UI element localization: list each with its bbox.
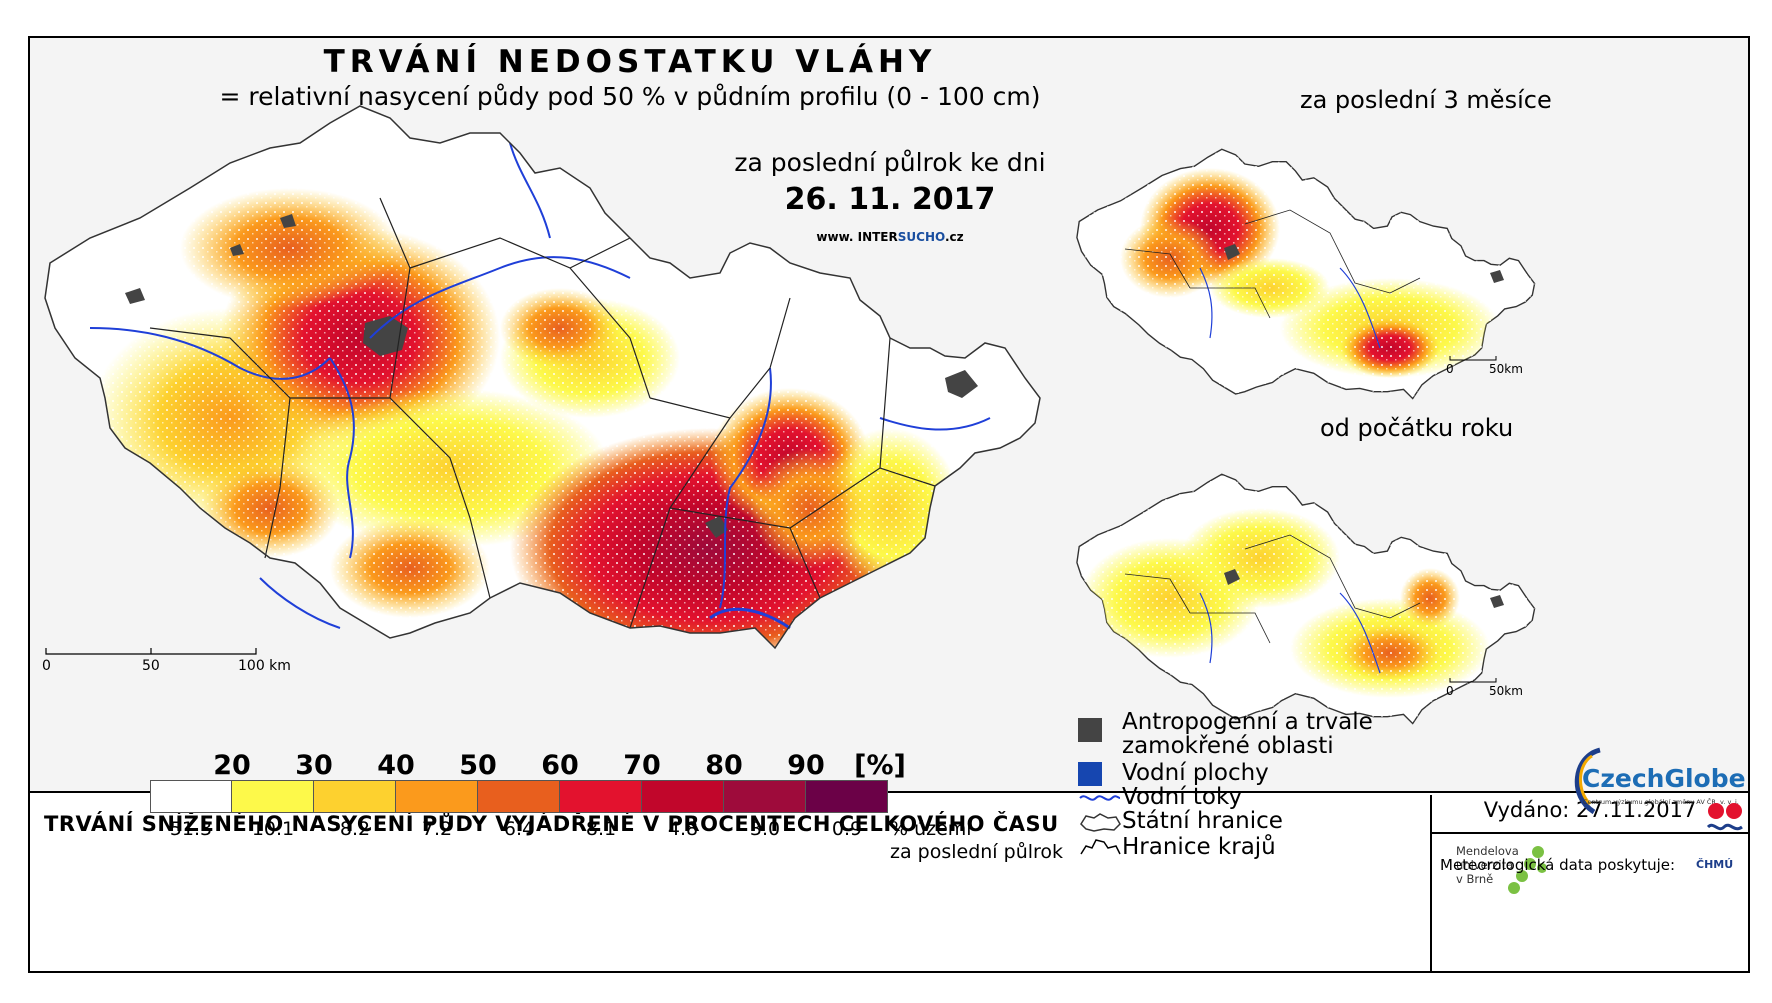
legend-swatch-5 — [560, 780, 642, 813]
region-border-icon — [1080, 839, 1121, 855]
inset1-scale-50: 50km — [1489, 362, 1523, 376]
legend-anthropogenic: Antropogenní a trvale zamokřené oblasti — [1078, 709, 1373, 759]
legend-unit-note-line2: za poslední půlrok — [890, 841, 1064, 863]
legend-rivers-label: Vodní toky — [1122, 784, 1243, 810]
inset2-scale-0: 0 — [1446, 684, 1454, 698]
legend-unit-note: % území za poslední půlrok — [890, 818, 1063, 864]
legend-swatch-3 — [396, 780, 478, 813]
chmu-text: ČHMÚ — [1696, 858, 1734, 871]
legend-swatch-4 — [478, 780, 560, 813]
main-scale-50: 50 — [142, 658, 160, 674]
legend-swatch-8 — [806, 780, 888, 813]
river-line-icon — [1079, 795, 1121, 801]
legend-anthropogenic-line1: Antropogenní a trvale — [1122, 709, 1373, 735]
map-frame: 0 50 100 km — [28, 36, 1750, 973]
legend-water-bodies-label: Vodní plochy — [1122, 760, 1269, 786]
legend-swatch-6 — [642, 780, 724, 813]
map-subtitle: = relativní nasycení půdy pod 50 % v půd… — [219, 82, 1041, 111]
legend-tick-50: 50 — [459, 750, 497, 781]
credits-divider-vertical — [1430, 795, 1432, 973]
credits-divider-horizontal — [1430, 832, 1748, 834]
legend-share-7: 3.0 — [749, 818, 781, 840]
legend-rivers: Vodní toky — [1079, 784, 1243, 810]
legend-tick-20: 20 — [213, 750, 251, 781]
legend-title: TRVÁNÍ SNÍŽENÉHO NASYCENÍ PŮDY VYJÁDŘENÉ… — [44, 812, 1059, 836]
mendel-university-logo: Mendelova univerzita v Brně — [1456, 844, 1546, 894]
legend-state-border-label: Státní hranice — [1122, 808, 1283, 834]
legend-swatch-2 — [314, 780, 396, 813]
water-bodies-swatch — [1078, 762, 1102, 786]
inset-map-year: 0 50km — [1076, 473, 1536, 725]
inset2-scale-50: 50km — [1489, 684, 1523, 698]
legend-water-bodies: Vodní plochy — [1078, 760, 1269, 786]
mendel-line2: univerzita — [1456, 858, 1514, 872]
website-suffix: .cz — [944, 230, 964, 244]
anthropogenic-swatch — [1078, 718, 1102, 742]
period-label: za poslední půlrok ke dni — [734, 148, 1046, 177]
inset1-scale-0: 0 — [1446, 362, 1454, 376]
legend-tick-70: 70 — [623, 750, 661, 781]
legend-share-5: 8.1 — [585, 818, 617, 840]
czechglobe-arc-icon — [1574, 747, 1601, 815]
legend-tick-90: 90 — [787, 750, 825, 781]
inset-map-3-months: 0 50km — [1076, 148, 1536, 400]
legend-swatch-7 — [724, 780, 806, 813]
state-border-icon — [1080, 813, 1121, 832]
website-label: www. INTERSUCHO.cz — [690, 230, 1090, 244]
legend-share-0: 51.3 — [169, 818, 213, 840]
legend-share-4: 6.4 — [503, 818, 535, 840]
meteo-data-credit: Meteorologická data poskytuje: — [1440, 856, 1676, 874]
main-scale-bar: 0 50 100 km — [42, 648, 291, 674]
legend-share-3: 7.2 — [421, 818, 453, 840]
legend-anthropogenic-line2: zamokřené oblasti — [1122, 733, 1334, 759]
main-scale-0: 0 — [42, 658, 51, 674]
legend-tick-unit: [%] — [854, 750, 906, 781]
legend-shares: 51.3 10.1 8.2 7.2 6.4 8.1 4.8 3.0 0.9 — [150, 818, 888, 840]
main-scale-100: 100 km — [238, 658, 291, 674]
website-prefix: www. INTER — [816, 230, 898, 244]
legend-share-2: 8.2 — [339, 818, 371, 840]
chmu-logo-icon — [1706, 803, 1743, 831]
legend-region-border-label: Hranice krajů — [1122, 834, 1276, 860]
map-title: TRVÁNÍ NEDOSTATKU VLÁHY — [323, 44, 937, 80]
website-highlight: SUCHO — [897, 230, 945, 244]
mendel-line1: Mendelova — [1456, 844, 1519, 858]
maps-svg: 0 50 100 km — [42, 105, 1536, 725]
legend-tick-60: 60 — [541, 750, 579, 781]
mendel-line3: v Brně — [1456, 872, 1494, 886]
inset-3-months-label: za poslední 3 měsíce — [1300, 86, 1552, 114]
legend-state-border: Státní hranice — [1080, 808, 1283, 834]
legend-share-6: 4.8 — [667, 818, 699, 840]
map-area: 0 50 100 km — [30, 38, 1748, 793]
date-label: 26. 11. 2017 — [784, 182, 996, 217]
legend-color-bar — [150, 780, 888, 813]
legend-tick-80: 80 — [705, 750, 743, 781]
legend-tick-40: 40 — [377, 750, 415, 781]
legend-region-border: Hranice krajů — [1080, 834, 1276, 860]
legend-tick-30: 30 — [295, 750, 333, 781]
legend-share-1: 10.1 — [251, 818, 295, 840]
legend-unit-note-line1: % území — [890, 818, 972, 840]
legend-swatch-0 — [150, 780, 232, 813]
inset-year-label: od počátku roku — [1320, 414, 1514, 442]
czechglobe-logo-text: CzechGlobe — [1582, 764, 1746, 793]
mendel-dots-icon — [1508, 846, 1546, 894]
main-map — [44, 105, 1041, 650]
czechglobe-subtitle: Centrum výzkumu globální změny AV ČR, v.… — [1583, 798, 1739, 806]
legend-swatch-1 — [232, 780, 314, 813]
legend-share-8: 0.9 — [831, 818, 863, 840]
